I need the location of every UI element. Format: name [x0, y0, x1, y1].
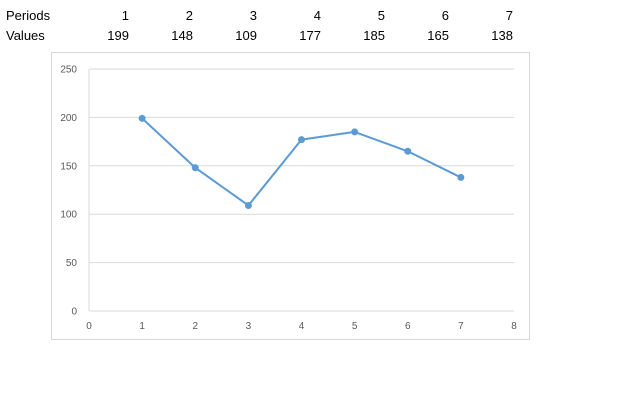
y-tick-label: 150 [60, 161, 77, 172]
data-table: Periods Values 1 2 3 4 5 6 7 199 148 109… [0, 0, 632, 44]
period-cell: 2 [185, 8, 193, 23]
x-tick-label: 5 [352, 321, 358, 332]
value-cell: 177 [299, 28, 321, 43]
x-tick-label: 7 [458, 321, 464, 332]
x-tick-label: 4 [299, 321, 305, 332]
y-tick-label: 50 [66, 258, 78, 269]
data-point [351, 128, 359, 136]
value-cell: 185 [363, 28, 385, 43]
period-cell: 7 [505, 8, 513, 23]
data-point [191, 164, 199, 172]
values-row-label: Values [6, 28, 45, 43]
period-cell: 5 [377, 8, 385, 23]
value-cell: 138 [491, 28, 513, 43]
y-tick-label: 250 [60, 65, 77, 76]
scatter-chart: 0 50 100 150 200 250 0 1 2 3 4 5 6 7 8 [60, 65, 517, 333]
y-tick-label: 0 [71, 307, 77, 318]
value-cell: 165 [427, 28, 449, 43]
x-tick-label: 0 [86, 321, 92, 332]
x-tick-label: 6 [405, 321, 411, 332]
x-tick-label: 8 [511, 321, 517, 332]
value-cell: 199 [107, 28, 129, 43]
value-cell: 148 [171, 28, 193, 43]
period-cell: 3 [249, 8, 257, 23]
period-cell: 4 [313, 8, 321, 23]
periods-row-label: Periods [6, 8, 51, 23]
data-point [457, 173, 465, 181]
data-point [298, 136, 305, 144]
chart-area[interactable]: 0 50 100 150 200 250 0 1 2 3 4 5 6 7 8 [51, 52, 530, 340]
period-cell: 1 [121, 8, 129, 23]
x-tick-label: 3 [246, 321, 252, 332]
data-point [404, 147, 412, 155]
y-tick-label: 100 [60, 210, 77, 221]
y-tick-label: 200 [60, 113, 77, 124]
value-cell: 109 [235, 28, 257, 43]
period-cell: 6 [441, 8, 449, 23]
data-point [244, 201, 252, 209]
series-line [141, 117, 462, 207]
x-tick-label: 1 [139, 321, 145, 332]
x-tick-label: 2 [192, 321, 198, 332]
data-point [138, 114, 146, 122]
